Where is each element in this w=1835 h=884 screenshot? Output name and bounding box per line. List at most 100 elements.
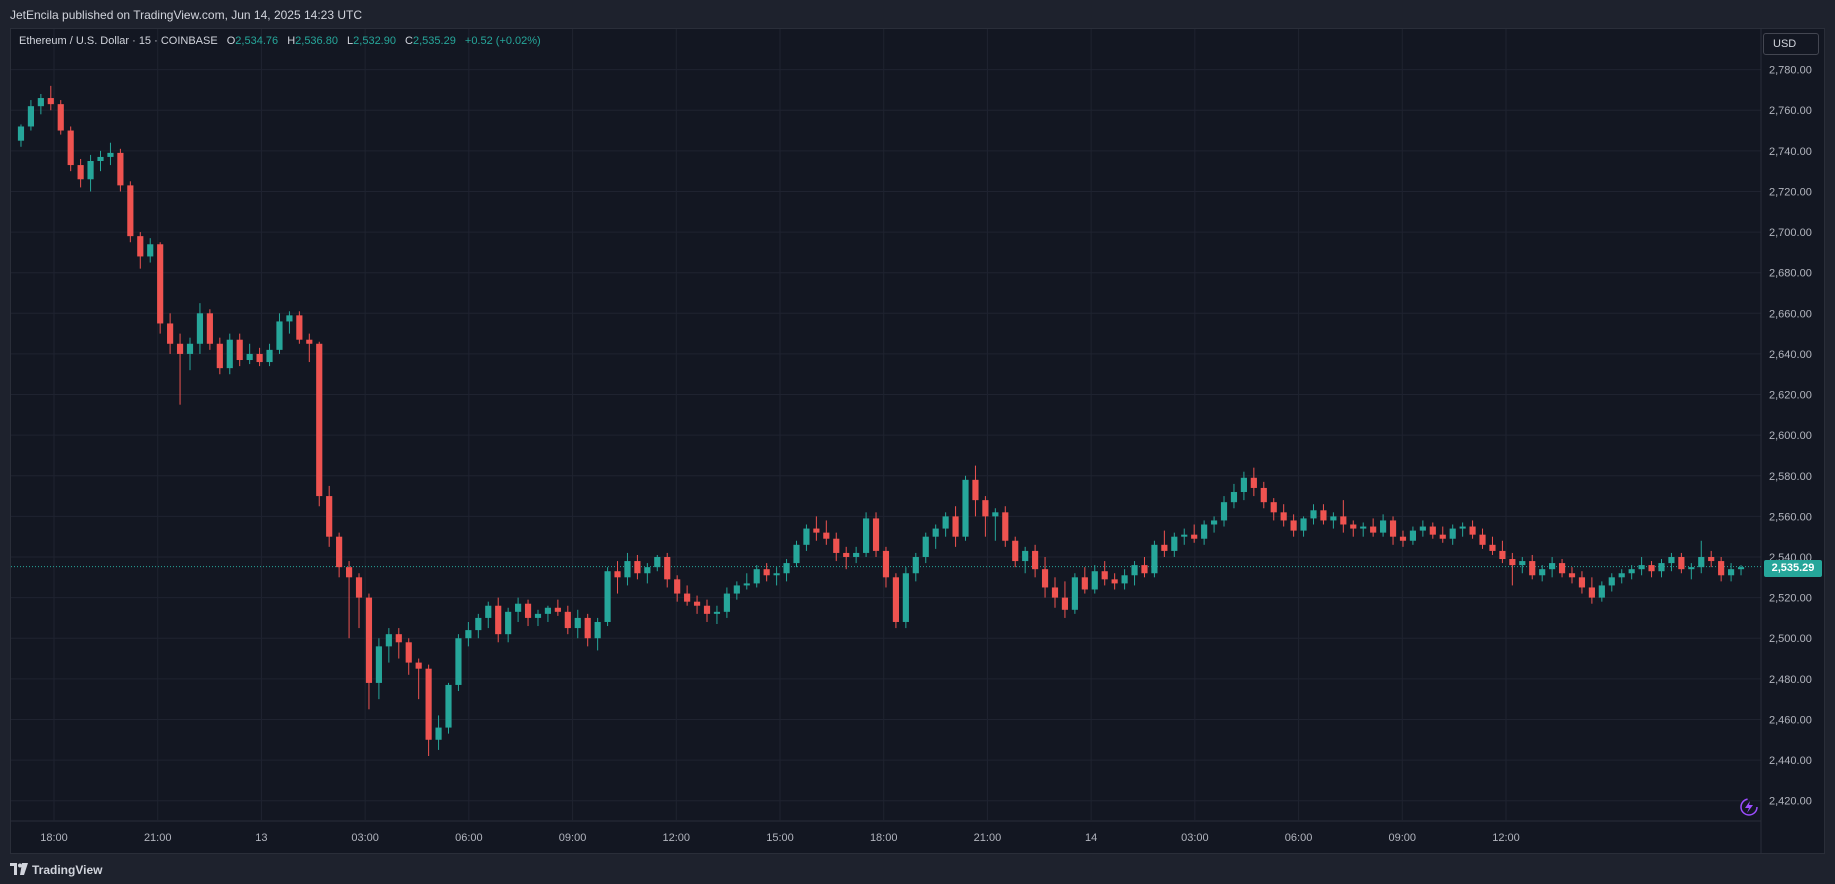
- candle-body: [793, 544, 800, 564]
- candle-body: [505, 611, 512, 635]
- candle-body: [1499, 550, 1506, 560]
- candlestick-chart[interactable]: 2,420.00 2,440.00 2,460.00 2,480.00 2,500.00…: [11, 29, 1824, 853]
- x-tick-label: 06:00: [1285, 832, 1313, 844]
- candle-body: [833, 538, 840, 553]
- y-tick-label: 2,620.00: [1769, 390, 1812, 402]
- candle-body: [902, 573, 909, 622]
- candle-body: [306, 339, 313, 344]
- x-tick-label: 18:00: [40, 832, 68, 844]
- candle-body: [465, 630, 472, 639]
- candle-body: [97, 156, 104, 161]
- candle-body: [1032, 550, 1039, 570]
- candle-body: [495, 605, 502, 635]
- open-label: O: [226, 35, 236, 47]
- candle-body: [77, 165, 84, 180]
- candle-body: [1598, 585, 1605, 598]
- candle-body: [1728, 569, 1735, 576]
- candle-body: [226, 339, 233, 369]
- candle-body: [37, 98, 44, 107]
- x-tick-label: 03:00: [351, 832, 379, 844]
- candle-body: [1718, 561, 1725, 576]
- candle-body: [684, 593, 691, 602]
- candle-body: [17, 126, 25, 141]
- low-value: 2,532.90: [353, 35, 396, 47]
- candle-body: [664, 557, 671, 580]
- candle-body: [485, 605, 492, 618]
- candle-body: [823, 532, 830, 539]
- candle-body: [475, 617, 482, 631]
- candle-body: [1151, 544, 1158, 574]
- candle-body: [1280, 512, 1287, 521]
- candle-body: [1310, 510, 1317, 519]
- candle-body: [336, 536, 343, 568]
- y-tick-label: 2,440.00: [1769, 755, 1812, 767]
- candle-body: [932, 528, 939, 537]
- y-tick-label: 2,740.00: [1769, 146, 1812, 158]
- y-tick-label: 2,780.00: [1769, 65, 1812, 77]
- candle-body: [1558, 563, 1566, 574]
- published-text: JetEncila published on TradingView.com, …: [10, 8, 362, 22]
- y-tick-label: 2,460.00: [1769, 714, 1812, 726]
- candle-body: [1022, 550, 1029, 562]
- candle-body: [1270, 502, 1277, 513]
- candle-body: [1012, 540, 1019, 562]
- x-tick-label: 14: [1085, 832, 1097, 844]
- lightning-icon[interactable]: [1739, 797, 1759, 817]
- candle-body: [1529, 561, 1536, 576]
- candle-body: [1091, 571, 1098, 590]
- candle-body: [47, 98, 54, 105]
- candle-body: [186, 343, 194, 354]
- candle-body: [1708, 557, 1715, 562]
- chart-frame[interactable]: 2,420.00 2,440.00 2,460.00 2,480.00 2,500.00…: [10, 28, 1825, 854]
- candle-body: [147, 244, 154, 257]
- candle-body: [117, 152, 124, 186]
- y-tick-label: 2,720.00: [1769, 186, 1812, 198]
- candle-body: [1370, 526, 1377, 533]
- candle-body: [594, 621, 601, 639]
- candle-body: [107, 152, 114, 157]
- publish-header: JetEncila published on TradingView.com, …: [0, 0, 1835, 28]
- candle-body: [843, 552, 850, 557]
- candle-body: [1578, 577, 1586, 588]
- candle-body: [67, 130, 74, 166]
- candle-body: [455, 638, 462, 685]
- currency-button[interactable]: USD: [1763, 33, 1819, 55]
- candle-body: [763, 569, 770, 576]
- candle-body: [176, 343, 184, 354]
- candle-body: [1210, 520, 1218, 525]
- x-tick-label: 12:00: [1492, 832, 1520, 844]
- candle-body: [266, 349, 273, 363]
- candle-body: [1429, 526, 1436, 535]
- candle-body: [614, 571, 621, 578]
- candle-body: [982, 500, 989, 517]
- candle-body: [127, 185, 134, 237]
- candle-body: [1568, 573, 1576, 578]
- candle-body: [286, 315, 293, 322]
- candle-body: [1509, 559, 1516, 566]
- candle-body: [1300, 518, 1307, 531]
- candle-body: [1141, 565, 1148, 574]
- candle-body: [1737, 567, 1745, 570]
- candle-body: [644, 567, 651, 574]
- candle-body: [1161, 544, 1168, 551]
- candle-body: [296, 315, 303, 340]
- candle-body: [1071, 577, 1078, 610]
- candle-body: [236, 339, 243, 361]
- candle-body: [892, 577, 899, 622]
- candle-body: [1449, 528, 1456, 539]
- candle-body: [1608, 577, 1615, 586]
- x-tick-label: 09:00: [1389, 832, 1417, 844]
- x-tick-label: 21:00: [144, 832, 172, 844]
- x-tick-label: 18:00: [870, 832, 898, 844]
- y-tick-label: 2,520.00: [1769, 593, 1812, 605]
- candle-body: [713, 611, 721, 614]
- y-tick-label: 2,580.00: [1769, 471, 1812, 483]
- candle-body: [1121, 575, 1128, 584]
- candle-body: [703, 605, 711, 614]
- candle-body: [952, 516, 959, 537]
- candle-body: [385, 634, 392, 647]
- candle-body: [813, 528, 820, 533]
- candle-body: [425, 668, 432, 740]
- symbol-title[interactable]: Ethereum / U.S. Dollar · 15 · COINBASE: [19, 35, 218, 47]
- candle-body: [1240, 477, 1247, 493]
